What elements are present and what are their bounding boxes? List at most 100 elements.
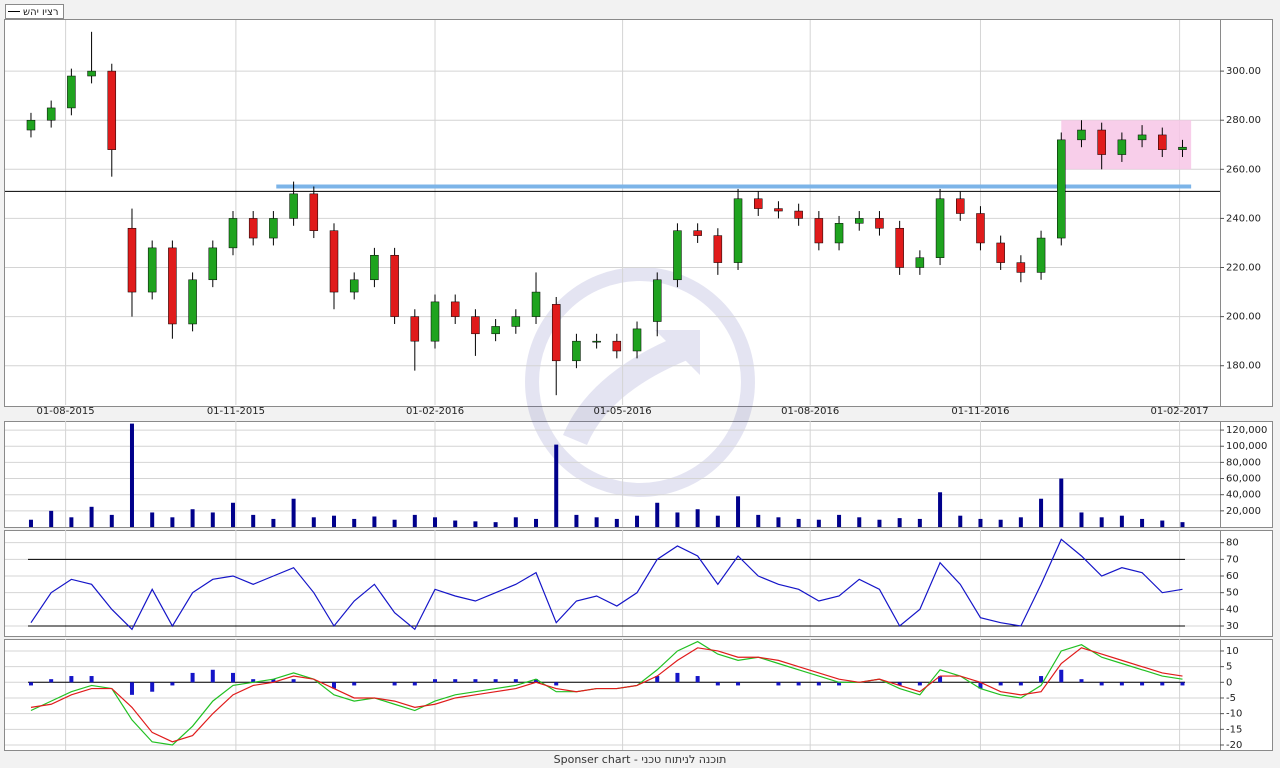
candle-body bbox=[673, 230, 682, 281]
macd-hist-bar bbox=[392, 682, 397, 686]
y-tick-label: -15 bbox=[1226, 724, 1242, 735]
y-tick-label: 60 bbox=[1226, 571, 1239, 582]
candle-body bbox=[915, 257, 925, 268]
macd-hist-bar bbox=[513, 679, 518, 683]
candle-body bbox=[855, 218, 864, 224]
volume-bar bbox=[69, 517, 74, 527]
candle-body bbox=[329, 230, 339, 293]
x-tick-label: 01-08-2015 bbox=[37, 406, 95, 417]
candle-body bbox=[652, 279, 662, 322]
candle-body bbox=[753, 198, 763, 209]
candle-body bbox=[693, 230, 702, 236]
macd-hist-bar bbox=[837, 682, 842, 686]
candle-body bbox=[1077, 129, 1086, 141]
candle-body bbox=[1097, 129, 1106, 155]
volume-bar bbox=[756, 514, 761, 527]
volume-bar bbox=[534, 518, 539, 527]
volume-bar bbox=[958, 515, 963, 527]
macd-hist-bar bbox=[1160, 682, 1165, 686]
y-tick-label: 0 bbox=[1226, 677, 1232, 688]
candle-body bbox=[895, 227, 904, 268]
y-tick-label: -10 bbox=[1226, 709, 1242, 720]
candle-body bbox=[976, 213, 985, 244]
volume-bar bbox=[1119, 515, 1124, 527]
volume-bar bbox=[28, 519, 33, 527]
volume-bar bbox=[675, 512, 680, 527]
candle-body bbox=[168, 247, 177, 325]
volume-bar bbox=[352, 518, 357, 527]
volume-bar bbox=[129, 423, 134, 527]
y-tick-label: 80 bbox=[1226, 538, 1239, 549]
candle-body bbox=[531, 291, 541, 317]
volume-bar bbox=[857, 517, 862, 527]
x-tick-label: 01-11-2016 bbox=[951, 406, 1009, 417]
macd-hist-bar bbox=[1079, 679, 1084, 683]
candle-body bbox=[471, 316, 480, 335]
macd-hist-bar bbox=[1180, 682, 1185, 686]
volume-bar bbox=[392, 519, 397, 527]
macd-hist-bar bbox=[816, 682, 821, 686]
macd-hist-bar bbox=[675, 672, 680, 683]
macd-hist-bar bbox=[473, 679, 478, 683]
volume-bar bbox=[917, 518, 922, 527]
macd-hist-bar bbox=[1018, 682, 1023, 686]
y-tick-label: 180.00 bbox=[1226, 361, 1261, 372]
watermark bbox=[525, 267, 755, 497]
volume-bar bbox=[271, 518, 276, 527]
candle-body bbox=[814, 218, 824, 244]
volume-bar bbox=[715, 515, 720, 527]
volume-bar bbox=[493, 522, 498, 527]
candle-body bbox=[1036, 237, 1046, 273]
macd-hist-bar bbox=[453, 679, 458, 683]
volume-bar bbox=[513, 517, 518, 527]
candle-body bbox=[1117, 139, 1127, 155]
candle-body bbox=[289, 193, 298, 219]
candle-body bbox=[410, 316, 420, 342]
candle-body bbox=[774, 208, 783, 212]
macd-hist-bar bbox=[897, 682, 902, 686]
volume-bar bbox=[695, 509, 700, 527]
macd-hist-bar bbox=[736, 682, 741, 686]
candle-body bbox=[733, 198, 743, 263]
macd-hist-bar bbox=[28, 682, 33, 686]
candle-body bbox=[572, 340, 581, 362]
volume-bar bbox=[594, 517, 599, 527]
volume-bar bbox=[897, 518, 902, 527]
volume-bar bbox=[837, 514, 842, 527]
volume-panel bbox=[4, 421, 1273, 528]
candle-body bbox=[875, 218, 884, 229]
candle-body bbox=[1178, 146, 1187, 150]
y-tick-label: 220.00 bbox=[1226, 263, 1261, 274]
volume-bar bbox=[554, 444, 559, 527]
candle-body bbox=[188, 279, 197, 325]
candle-body bbox=[713, 235, 723, 263]
x-tick-label: 01-02-2017 bbox=[1151, 406, 1209, 417]
volume-bar bbox=[433, 517, 438, 527]
macd-hist-bar bbox=[1140, 682, 1145, 686]
macd-hist-bar bbox=[49, 679, 54, 683]
macd-hist-bar bbox=[230, 672, 235, 683]
macd-hist-bar bbox=[493, 679, 498, 683]
volume-bar bbox=[736, 496, 741, 527]
volume-bar bbox=[1079, 512, 1084, 527]
macd-hist-bar bbox=[978, 682, 983, 689]
macd-hist-bar bbox=[938, 676, 943, 683]
volume-bar bbox=[332, 515, 337, 527]
y-tick-label: 260.00 bbox=[1226, 164, 1261, 175]
candle-body bbox=[956, 198, 965, 214]
x-tick-label: 01-02-2016 bbox=[406, 406, 464, 417]
volume-bar bbox=[210, 512, 215, 527]
macd-hist-bar bbox=[655, 676, 660, 683]
y-tick-label: 5 bbox=[1226, 662, 1232, 673]
macd-hist-bar bbox=[170, 682, 175, 686]
macd-hist-bar bbox=[1059, 669, 1064, 683]
candle-body bbox=[430, 301, 440, 342]
x-tick-label: 01-11-2015 bbox=[207, 406, 265, 417]
volume-bar bbox=[1018, 517, 1023, 527]
volume-bar bbox=[1180, 522, 1185, 527]
macd-hist-bar bbox=[210, 669, 215, 683]
candle-body bbox=[491, 326, 500, 335]
legend-label: רציו יהש bbox=[23, 7, 59, 18]
y-tick-label: 30 bbox=[1226, 621, 1239, 632]
